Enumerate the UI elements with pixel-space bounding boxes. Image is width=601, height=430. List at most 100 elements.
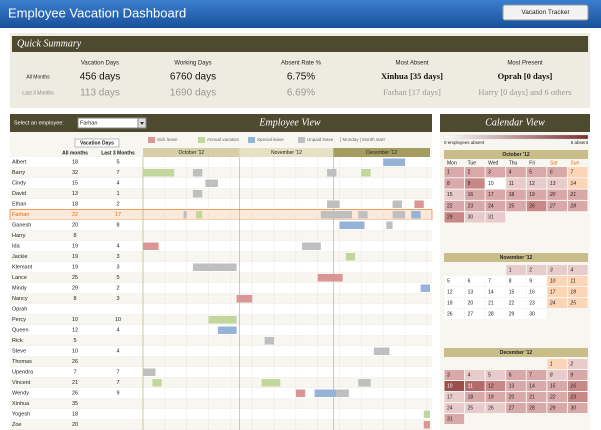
day-number: 31 bbox=[488, 215, 494, 221]
day-number: 24 bbox=[549, 300, 556, 306]
employee-grid: Sick leave Annual vacation Special leave Un… bbox=[9, 137, 433, 430]
page-title: Employee Vacation Dashboard bbox=[8, 5, 186, 20]
day-number: 20 bbox=[509, 394, 515, 400]
day-cell bbox=[444, 212, 465, 223]
day-cell bbox=[567, 392, 588, 402]
row-background bbox=[10, 199, 432, 210]
legend-label: Unpaid leave bbox=[307, 137, 334, 142]
leave-bar bbox=[327, 169, 337, 177]
month-header bbox=[444, 253, 588, 262]
day-number: 16 bbox=[529, 289, 535, 295]
leave-bar bbox=[327, 200, 340, 208]
leave-bar bbox=[192, 169, 203, 177]
day-number: 23 bbox=[529, 300, 535, 306]
all-months-days: 13 bbox=[72, 191, 78, 197]
day-cell bbox=[485, 178, 506, 189]
tracker-button[interactable] bbox=[502, 4, 589, 21]
day-number: 27 bbox=[549, 203, 556, 209]
day-number: 28 bbox=[488, 311, 494, 317]
employee-header bbox=[10, 114, 432, 132]
employee-name: Lance bbox=[12, 275, 27, 281]
day-cell bbox=[444, 403, 465, 413]
last-3-months-days: 4 bbox=[116, 328, 119, 334]
last-3-months-days: 4 bbox=[116, 244, 119, 250]
leave-bar bbox=[345, 253, 356, 261]
day-cell bbox=[547, 403, 567, 413]
day-cell bbox=[526, 381, 547, 391]
day-number: 30 bbox=[468, 215, 474, 221]
summary-header bbox=[12, 36, 588, 52]
leave-bar bbox=[183, 211, 187, 219]
all-months-days: 19 bbox=[72, 244, 78, 250]
employee-name: Ida bbox=[12, 244, 21, 250]
day-number: 30 bbox=[570, 405, 576, 411]
day-number: 13 bbox=[550, 181, 556, 187]
summary-value: 6760 days bbox=[170, 72, 216, 83]
day-number: 24 bbox=[447, 405, 453, 411]
day-number: 17 bbox=[488, 192, 494, 198]
leave-bar bbox=[358, 379, 371, 387]
employee-name: Percy bbox=[12, 317, 26, 323]
last-3-months-days: 1 bbox=[116, 191, 119, 197]
day-cell bbox=[526, 287, 547, 297]
day-cell bbox=[547, 381, 567, 391]
absence-scale bbox=[443, 134, 589, 140]
summary-grid: All Months Last 3 Months Vacation Days 456 … bbox=[22, 61, 571, 99]
table-title-box bbox=[74, 138, 120, 148]
leave-bar bbox=[314, 389, 337, 397]
summary-value: Xinhua [35 days] bbox=[381, 71, 443, 81]
day-cell bbox=[547, 178, 567, 189]
day-cell bbox=[547, 287, 567, 297]
last-3-months-days: 10 bbox=[115, 317, 121, 323]
day-cell bbox=[547, 265, 567, 275]
day-number: 20 bbox=[549, 192, 556, 198]
day-number: 5 bbox=[488, 372, 491, 378]
tracker-button-label[interactable]: Vacation Tracker bbox=[521, 9, 570, 16]
row-background bbox=[10, 293, 432, 304]
legend-swatch bbox=[198, 137, 205, 143]
day-number: 22 bbox=[549, 394, 556, 400]
all-months-days: 18 bbox=[72, 412, 78, 418]
selected-employee[interactable]: Farhan bbox=[80, 120, 97, 126]
row-background bbox=[10, 398, 432, 409]
day-number: 9 bbox=[570, 372, 573, 378]
day-cell bbox=[506, 287, 526, 297]
day-number: 26 bbox=[488, 405, 494, 411]
summary-value: Farhan [17 days] bbox=[383, 87, 441, 97]
employee-name: Thomas bbox=[12, 359, 32, 365]
day-number: 18 bbox=[468, 394, 474, 400]
day-cell bbox=[547, 200, 567, 212]
day-number: 22 bbox=[447, 203, 453, 209]
day-number: 2 bbox=[529, 267, 532, 273]
summary-row-label: All Months bbox=[26, 74, 50, 80]
employee-name: Albert bbox=[12, 160, 27, 166]
day-cell bbox=[547, 392, 567, 402]
summary-value: 456 days bbox=[80, 72, 121, 83]
all-months-days: 22 bbox=[72, 212, 78, 218]
day-cell bbox=[567, 370, 588, 380]
month-band bbox=[239, 148, 334, 157]
weekday-label: Wed bbox=[488, 160, 498, 166]
row-background bbox=[10, 272, 432, 283]
leave-bar bbox=[423, 410, 430, 418]
leave-bar bbox=[317, 274, 343, 282]
row-background bbox=[10, 167, 432, 178]
day-number: 13 bbox=[509, 383, 515, 389]
leave-bar bbox=[392, 200, 402, 208]
day-number: 27 bbox=[468, 311, 474, 317]
day-cell bbox=[506, 298, 526, 308]
leave-bar bbox=[196, 211, 203, 219]
day-number: 19 bbox=[529, 192, 535, 198]
employee-name: Vincent bbox=[12, 380, 31, 386]
day-number: 17 bbox=[550, 289, 556, 295]
weekday-label: Thu bbox=[509, 160, 518, 166]
employee-name: Nancy bbox=[12, 296, 28, 302]
day-cell bbox=[485, 370, 506, 380]
day-number: 21 bbox=[529, 394, 535, 400]
day-cell bbox=[526, 309, 547, 319]
day-number: 19 bbox=[488, 394, 494, 400]
all-months-days: 18 bbox=[72, 160, 78, 166]
month-band-label: November '12 bbox=[271, 150, 302, 156]
day-cell bbox=[444, 298, 465, 308]
